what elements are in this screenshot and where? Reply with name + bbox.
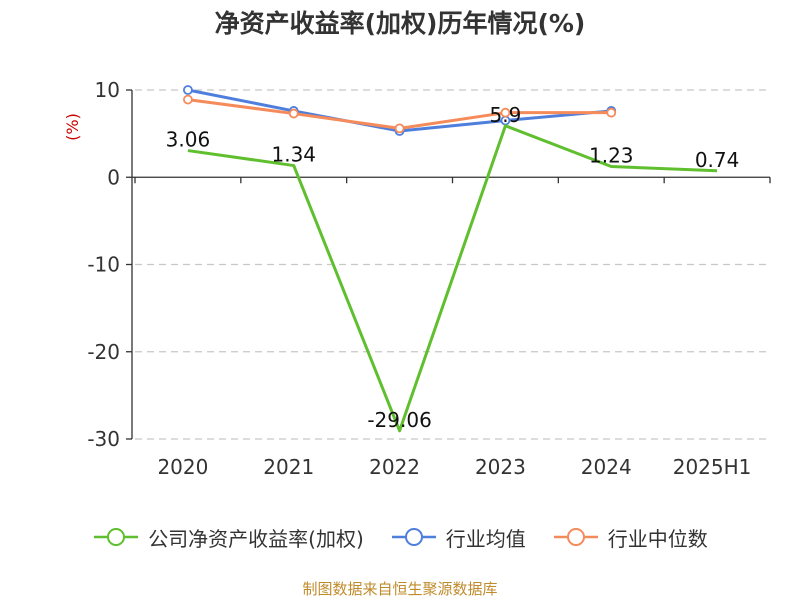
- x-tick-label: 2022: [369, 455, 420, 479]
- series-marker: [183, 94, 193, 105]
- y-tick-label: -20: [87, 340, 120, 364]
- x-tick-label: 2021: [263, 455, 314, 479]
- x-tick-label: 2024: [581, 455, 632, 479]
- legend-marker-icon: [553, 528, 598, 546]
- x-tick-label: 2020: [157, 455, 208, 479]
- data-label: 1.34: [271, 143, 316, 167]
- x-tick-label: 2025H1: [673, 455, 752, 479]
- data-label: 3.06: [166, 128, 211, 152]
- data-labels: 3.06 1.34 -29.06 5.9 1.23 0.74: [166, 103, 740, 432]
- chart-title: 净资产收益率(加权)历年情况(%): [214, 9, 586, 38]
- series-marker: [394, 123, 405, 134]
- y-tick-label: 0: [107, 165, 120, 189]
- legend-item: 行业均值: [390, 523, 526, 552]
- source-note: 制图数据来自恒生聚源数据库: [302, 580, 498, 598]
- series-marker: [288, 108, 299, 119]
- data-label: -29.06: [367, 408, 431, 432]
- series-marker: [606, 107, 617, 118]
- data-label: 5.9: [490, 103, 522, 127]
- legend-item: 行业中位数: [552, 523, 708, 552]
- y-tick-label: -30: [87, 427, 120, 451]
- series-marker: [183, 85, 193, 95]
- legend-label: 公司净资产收益率(加权): [148, 526, 364, 551]
- legend-marker-icon: [94, 528, 139, 546]
- series-line: [187, 124, 718, 433]
- series-marker: [500, 107, 511, 118]
- data-label: 0.74: [695, 148, 740, 172]
- grid-lines: [135, 89, 770, 440]
- data-label: 1.23: [589, 144, 634, 168]
- legend-marker-icon: [391, 528, 436, 546]
- y-tick-label: 10: [95, 78, 120, 102]
- series: [183, 85, 718, 433]
- axes: 10 0 -10 -20 -30 (%) 2020 2021 2022 2023 2024 2025H…: [63, 78, 771, 479]
- x-tick-label: 2023: [475, 455, 526, 479]
- legend-item: 公司净资产收益率(加权): [92, 523, 364, 552]
- y-axis-title: (%): [63, 113, 82, 141]
- legend-label: 行业中位数: [607, 526, 708, 551]
- legend-label: 行业均值: [445, 526, 526, 551]
- legend: 公司净资产收益率(加权) 行业均值 行业中位数: [0, 520, 800, 554]
- y-tick-label: -10: [87, 253, 120, 277]
